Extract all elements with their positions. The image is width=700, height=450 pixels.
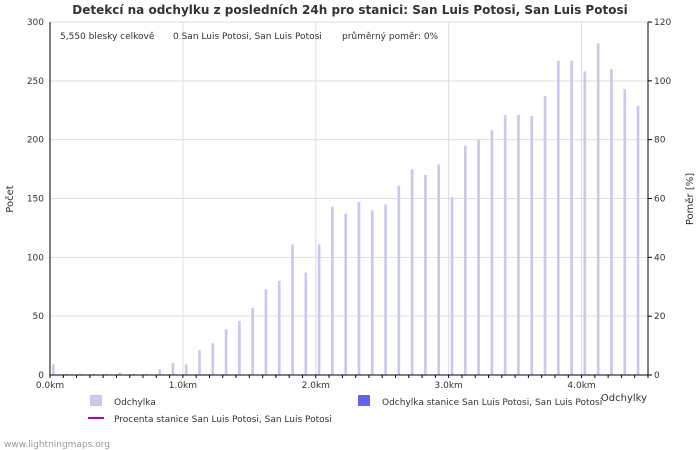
x-axis-label: Odchylky <box>601 393 647 404</box>
y2-tick-label: 120 <box>654 18 671 28</box>
y-tick-label: 200 <box>27 136 44 146</box>
stats-total: 5,550 blesky celkově <box>60 32 155 42</box>
bar-odchylka <box>238 320 241 375</box>
bar-odchylka <box>145 373 148 375</box>
watermark: www.lightningmaps.org <box>4 440 110 450</box>
bar-odchylka <box>78 373 82 375</box>
y2-tick-label: 100 <box>654 77 671 87</box>
y2-tick-label: 80 <box>654 136 666 146</box>
gridlines <box>49 21 648 376</box>
bar-odchylka <box>397 185 401 375</box>
bar-odchylka <box>530 116 534 375</box>
y2-tick-label: 0 <box>654 371 660 381</box>
bars <box>52 43 640 376</box>
bar-odchylka <box>370 210 374 375</box>
bar-odchylka <box>556 60 560 376</box>
bar-odchylka <box>264 289 268 375</box>
chart-title: Detekcí na odchylku z posledních 24h pro… <box>72 3 627 17</box>
y-tick-label: 0 <box>38 371 44 381</box>
bar-odchylka <box>105 373 108 375</box>
bar-odchylka <box>610 69 613 376</box>
bar-odchylka <box>503 114 507 375</box>
y-tick-label: 100 <box>27 253 44 263</box>
bar-odchylka <box>477 139 480 375</box>
bar-odchylka <box>52 364 55 375</box>
bar-odchylka <box>384 204 387 375</box>
bar-odchylka <box>331 206 334 375</box>
bar-odchylka <box>91 373 95 375</box>
bar-odchylka <box>158 369 161 375</box>
stats-station: 0 San Luis Potosi, San Luis Potosi <box>173 32 322 42</box>
bar-odchylka <box>317 244 321 375</box>
legend-swatch-station <box>358 395 370 406</box>
bar-odchylka <box>304 272 308 375</box>
bar-odchylka <box>437 164 441 375</box>
y-axis-ticks: 0 50 100 150 200 250 300 <box>27 18 44 381</box>
y-tick-label: 250 <box>27 77 44 87</box>
legend-label-station: Odchylka stanice San Luis Potosi, San Lu… <box>382 398 602 408</box>
bar-odchylka <box>224 329 228 375</box>
bar-odchylka <box>517 114 520 375</box>
bar-odchylka <box>277 280 281 375</box>
bar-odchylka <box>357 202 361 375</box>
bar-odchylka <box>424 174 427 375</box>
y-tick-label: 50 <box>33 312 45 322</box>
bar-odchylka <box>118 372 122 375</box>
bar-odchylka <box>450 197 454 375</box>
bar-odchylka <box>490 130 494 375</box>
x-tick-label: 2.0km <box>302 381 330 391</box>
y2-axis-label: Poměr [%] <box>684 173 696 225</box>
x-tick-label: 4.0km <box>567 381 595 391</box>
bar-odchylka <box>583 71 587 376</box>
x-tick-label: 1.0km <box>169 381 197 391</box>
y2-tick-label: 60 <box>654 195 666 205</box>
bar-odchylka <box>211 343 215 375</box>
stats-ratio: průměrný poměr: 0% <box>342 31 439 42</box>
bar-odchylka <box>291 244 294 375</box>
y2-axis-ticks: 0 20 40 60 80 100 120 <box>648 18 671 381</box>
bar-odchylka <box>251 307 254 375</box>
x-axis-ticks: 0.0km 1.0km 2.0km 3.0km 4.0km <box>36 375 649 391</box>
y-tick-label: 150 <box>27 195 44 205</box>
bar-odchylka <box>198 350 201 375</box>
bar-odchylka <box>131 373 135 375</box>
bar-odchylka <box>171 363 175 375</box>
bar-odchylka <box>184 364 188 375</box>
bar-odchylka <box>596 43 600 376</box>
bar-odchylka <box>623 89 627 375</box>
legend-swatch-odchylka <box>90 395 102 406</box>
bar-odchylka <box>410 169 414 375</box>
y-axis-label: Počet <box>4 185 16 212</box>
y2-tick-label: 20 <box>654 312 666 322</box>
x-tick-label: 0.0km <box>36 381 64 391</box>
y2-tick-label: 40 <box>654 253 666 263</box>
legend-label-percent: Procenta stanice San Luis Potosi, San Lu… <box>114 415 332 425</box>
bar-odchylka <box>65 373 68 375</box>
legend: Odchylka Odchylka stanice San Luis Potos… <box>88 395 602 425</box>
bar-odchylka <box>463 145 467 375</box>
legend-label-odchylka: Odchylka <box>114 398 156 408</box>
x-tick-label: 3.0km <box>435 381 463 391</box>
bar-odchylka <box>543 96 547 375</box>
y-tick-label: 300 <box>27 18 44 28</box>
bar-odchylka <box>570 60 573 376</box>
bar-odchylka <box>636 105 640 375</box>
bar-odchylka <box>344 213 348 375</box>
